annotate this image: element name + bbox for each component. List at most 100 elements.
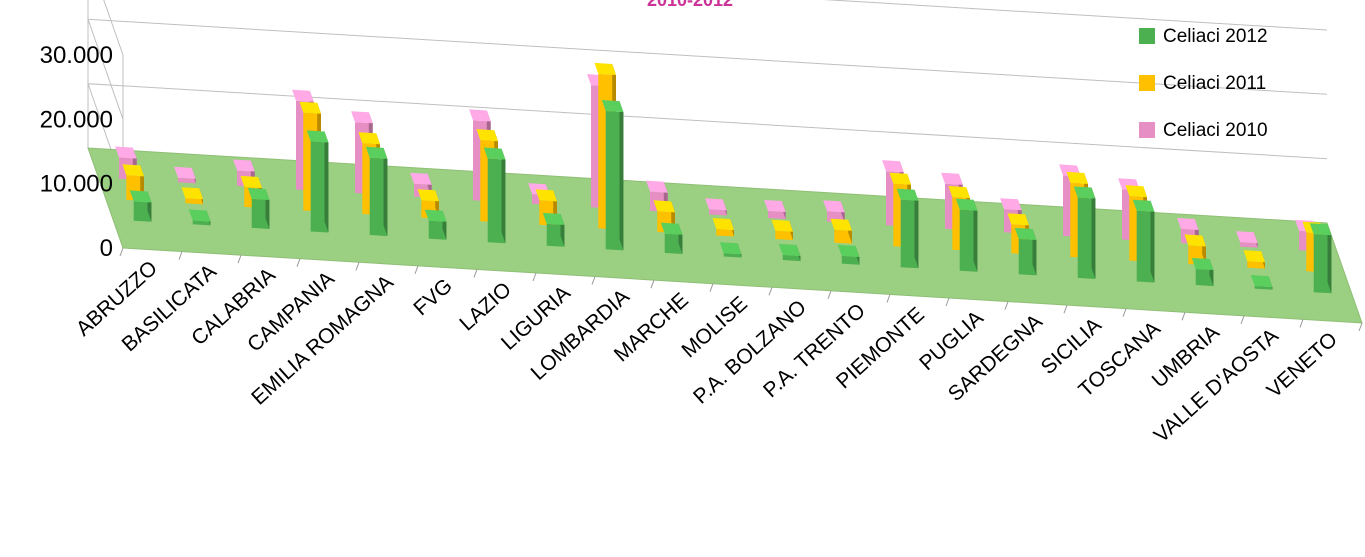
bar-front-face — [959, 209, 978, 272]
gridline — [87, 18, 1328, 120]
bar-front-face — [775, 230, 793, 241]
bar-celiaci-2012 — [188, 209, 211, 226]
bar-top-face — [115, 146, 137, 159]
bar-top-face — [705, 198, 727, 211]
bar-celiaci-2011 — [712, 218, 734, 237]
bar-top-face — [830, 218, 852, 231]
bar-celiaci-2011 — [830, 218, 852, 244]
bar-top-face — [1243, 250, 1265, 263]
x-tick — [709, 283, 714, 292]
bar-top-face — [417, 189, 439, 202]
bar-celiaci-2012 — [955, 198, 978, 272]
bar-top-face — [351, 111, 373, 124]
y-tick-label: 30.000 — [40, 42, 113, 69]
x-tick — [119, 247, 124, 257]
bar-top-face — [896, 188, 919, 201]
x-tick — [532, 272, 537, 282]
bar-front-face — [310, 141, 329, 233]
bar-front-face — [1247, 261, 1265, 269]
bar-top-face — [469, 109, 491, 122]
bar-top-face — [181, 187, 203, 200]
bar-front-face — [1313, 234, 1332, 294]
bar-side-face — [383, 147, 388, 237]
bar-celiaci-2012 — [660, 222, 683, 254]
bar-front-face — [546, 223, 565, 247]
bar-celiaci-2010 — [705, 198, 727, 216]
bar-top-face — [941, 172, 963, 185]
bar-side-face — [1150, 200, 1155, 283]
bar-top-face — [1191, 258, 1214, 270]
bar-front-face — [709, 209, 727, 216]
bar-front-face — [133, 201, 152, 222]
gridline — [103, 0, 1328, 56]
bar-front-face — [1077, 197, 1096, 279]
bar-top-face — [889, 172, 911, 185]
x-tick — [945, 297, 950, 307]
bar-front-face — [782, 254, 801, 262]
bar-celiaci-2012 — [247, 187, 270, 229]
x-tick — [178, 251, 183, 260]
bar-top-face — [646, 180, 668, 193]
legend-swatch — [1139, 75, 1155, 91]
bar-top-face — [1066, 171, 1088, 184]
x-tick — [1240, 315, 1245, 325]
bar-celiaci-2012 — [365, 146, 388, 237]
bar-front-face — [192, 220, 211, 226]
x-tick — [355, 262, 360, 271]
bar-top-face — [1014, 227, 1037, 240]
category-label: LAZIO — [455, 278, 515, 336]
bar-top-face — [1236, 231, 1258, 244]
bar-top-face — [129, 190, 152, 203]
bar-celiaci-2012 — [306, 130, 329, 233]
bar-front-face — [251, 198, 270, 229]
bar-front-face — [768, 211, 786, 220]
bar-front-face — [185, 198, 203, 205]
bar-top-face — [771, 219, 793, 232]
bar-celiaci-2010 — [1236, 231, 1258, 248]
x-tick — [1299, 319, 1304, 328]
bar-celiaci-2012 — [1309, 223, 1332, 294]
x-tick — [886, 294, 891, 303]
bar-top-face — [1125, 185, 1147, 198]
bar-front-face — [723, 253, 742, 258]
bar-top-face — [660, 222, 683, 235]
bar-top-face — [1177, 217, 1199, 230]
bar-top-face — [837, 244, 860, 257]
gridlines — [87, 0, 1328, 184]
bar-top-face — [174, 166, 196, 179]
bar-celiaci-2012 — [601, 100, 624, 251]
legend-label: Celiaci 2012 — [1163, 26, 1268, 47]
bar-top-face — [299, 101, 321, 114]
bar-top-face — [1309, 223, 1332, 236]
bar-top-face — [823, 200, 845, 213]
y-axis: 0 10.000 20.000 30.000 — [40, 42, 113, 262]
bar-celiaci-2010 — [115, 146, 137, 180]
x-tick — [237, 254, 242, 264]
x-tick — [1122, 308, 1127, 317]
category-label: P.A. BOLZANO — [689, 296, 811, 409]
bar-top-face — [483, 147, 506, 160]
bar-top-face — [122, 164, 144, 177]
bar-top-face — [358, 132, 380, 145]
bar-top-face — [542, 212, 565, 225]
bar-front-face — [487, 158, 506, 244]
bar-celiaci-2011 — [771, 219, 793, 241]
bar-top-face — [240, 175, 262, 188]
bar-celiaci-2012 — [1073, 186, 1096, 279]
x-tick — [1181, 312, 1186, 321]
bar-side-face — [501, 148, 506, 244]
bar-celiaci-2012 — [837, 244, 860, 265]
bar-top-face — [601, 100, 624, 113]
bar-celiaci-2010 — [174, 166, 196, 184]
bar-top-face — [365, 146, 388, 159]
bar-celiaci-2012 — [1250, 275, 1273, 290]
bar-front-face — [664, 233, 683, 254]
bar-celiaci-2012 — [483, 147, 506, 244]
bar-top-face — [764, 200, 786, 212]
bar-front-face — [605, 111, 624, 251]
bar-top-face — [955, 198, 978, 211]
bar-top-face — [1007, 213, 1029, 226]
x-tick — [473, 269, 478, 278]
bar-side-face — [973, 199, 978, 272]
y-tick-label: 10.000 — [40, 171, 113, 198]
